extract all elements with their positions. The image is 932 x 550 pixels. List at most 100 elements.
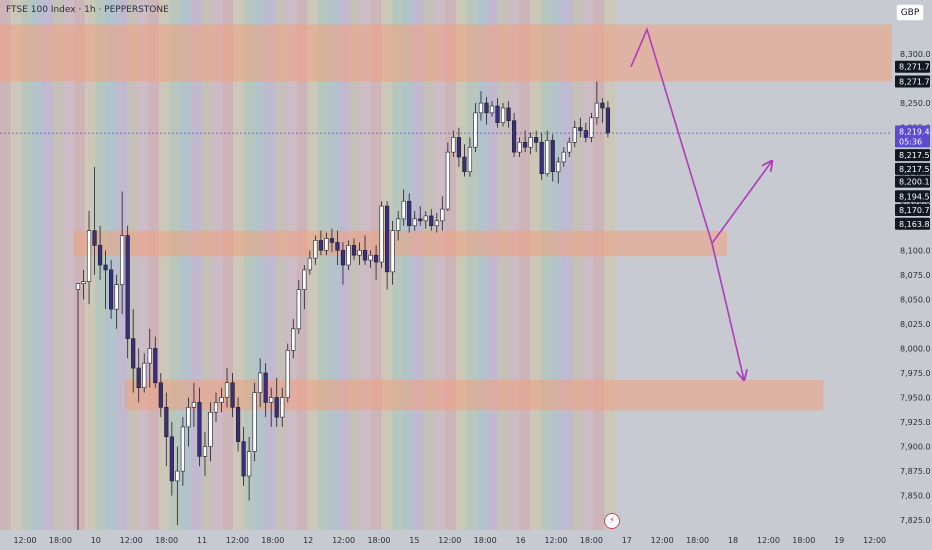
projection-arrow-down[interactable] bbox=[711, 243, 744, 379]
candle[interactable] bbox=[213, 392, 219, 423]
candle[interactable] bbox=[180, 417, 185, 486]
candle[interactable] bbox=[224, 368, 230, 408]
candle[interactable] bbox=[97, 225, 103, 280]
candle[interactable] bbox=[600, 98, 605, 123]
candle[interactable] bbox=[324, 232, 329, 256]
candle[interactable] bbox=[357, 242, 362, 265]
lightning-icon[interactable]: ⚡ bbox=[604, 513, 620, 529]
candle[interactable] bbox=[440, 196, 445, 231]
candle[interactable] bbox=[202, 431, 208, 477]
candle[interactable] bbox=[230, 372, 235, 418]
candle[interactable] bbox=[147, 328, 152, 388]
candle[interactable] bbox=[263, 363, 268, 418]
candle[interactable] bbox=[280, 387, 285, 427]
candle[interactable] bbox=[500, 103, 506, 127]
candle[interactable] bbox=[291, 318, 296, 359]
candle[interactable] bbox=[235, 397, 241, 452]
candle[interactable] bbox=[561, 147, 566, 167]
currency-button[interactable]: GBP bbox=[896, 4, 924, 21]
candle[interactable] bbox=[186, 397, 191, 447]
candle[interactable] bbox=[136, 348, 141, 403]
candle[interactable] bbox=[368, 250, 373, 268]
candle[interactable] bbox=[258, 358, 263, 408]
candle[interactable] bbox=[550, 134, 555, 182]
candle[interactable] bbox=[373, 245, 379, 280]
candle[interactable] bbox=[296, 279, 301, 334]
candle[interactable] bbox=[429, 209, 434, 231]
candle[interactable] bbox=[75, 283, 81, 530]
candle[interactable] bbox=[335, 230, 340, 265]
candle[interactable] bbox=[109, 260, 114, 319]
candle[interactable] bbox=[484, 97, 489, 125]
candle[interactable] bbox=[313, 235, 318, 265]
candle[interactable] bbox=[153, 336, 158, 388]
candle[interactable] bbox=[285, 343, 290, 403]
candle[interactable] bbox=[445, 142, 450, 212]
candle[interactable] bbox=[247, 436, 252, 501]
candle[interactable] bbox=[329, 228, 335, 253]
candle[interactable] bbox=[594, 81, 599, 125]
candle[interactable] bbox=[396, 211, 401, 241]
candle[interactable] bbox=[556, 157, 561, 184]
candle[interactable] bbox=[131, 309, 136, 393]
candle[interactable] bbox=[578, 117, 583, 138]
candle[interactable] bbox=[346, 240, 351, 270]
candle[interactable] bbox=[572, 120, 577, 148]
candle[interactable] bbox=[506, 101, 511, 128]
candle[interactable] bbox=[534, 130, 539, 153]
candle[interactable] bbox=[407, 193, 412, 233]
candle[interactable] bbox=[175, 446, 180, 526]
candle[interactable] bbox=[307, 250, 312, 275]
candle[interactable] bbox=[567, 137, 572, 158]
candle[interactable] bbox=[528, 132, 533, 155]
candle[interactable] bbox=[158, 372, 163, 418]
candle[interactable] bbox=[456, 127, 461, 167]
candle[interactable] bbox=[318, 230, 323, 256]
candle[interactable] bbox=[467, 137, 473, 177]
candle[interactable] bbox=[379, 201, 384, 268]
candle[interactable] bbox=[351, 238, 357, 261]
candle[interactable] bbox=[418, 206, 423, 226]
candle[interactable] bbox=[219, 387, 224, 413]
candle[interactable] bbox=[478, 91, 484, 121]
candle[interactable] bbox=[81, 269, 86, 300]
candle[interactable] bbox=[462, 144, 467, 177]
candle[interactable] bbox=[164, 392, 169, 467]
projection-arrow-up[interactable] bbox=[630, 27, 772, 246]
candle[interactable] bbox=[545, 130, 550, 177]
candle[interactable] bbox=[86, 211, 92, 305]
candle[interactable] bbox=[114, 274, 119, 329]
candle[interactable] bbox=[412, 211, 417, 231]
candle[interactable] bbox=[583, 122, 588, 143]
candle[interactable] bbox=[103, 250, 108, 310]
candle[interactable] bbox=[539, 132, 544, 180]
candle[interactable] bbox=[269, 387, 274, 427]
candle[interactable] bbox=[274, 377, 279, 427]
candle[interactable] bbox=[208, 402, 213, 462]
candle[interactable] bbox=[401, 189, 406, 226]
candle[interactable] bbox=[252, 382, 257, 462]
candle[interactable] bbox=[191, 382, 197, 427]
candle[interactable] bbox=[489, 101, 495, 117]
candle[interactable] bbox=[605, 101, 611, 138]
candle[interactable] bbox=[523, 130, 528, 153]
candle[interactable] bbox=[241, 426, 246, 486]
candle[interactable] bbox=[517, 137, 522, 158]
candle[interactable] bbox=[340, 242, 346, 285]
candle[interactable] bbox=[169, 422, 174, 496]
candle[interactable] bbox=[92, 166, 97, 275]
candle[interactable] bbox=[423, 211, 428, 229]
candle[interactable] bbox=[473, 103, 478, 153]
candle[interactable] bbox=[197, 387, 202, 467]
candle[interactable] bbox=[511, 112, 517, 158]
candle[interactable] bbox=[120, 191, 125, 315]
candle[interactable] bbox=[589, 112, 594, 143]
candle[interactable] bbox=[302, 265, 307, 310]
candle[interactable] bbox=[362, 235, 368, 265]
candle[interactable] bbox=[385, 201, 390, 290]
candle[interactable] bbox=[390, 220, 395, 285]
candle[interactable] bbox=[142, 353, 147, 393]
candle[interactable] bbox=[495, 98, 500, 128]
